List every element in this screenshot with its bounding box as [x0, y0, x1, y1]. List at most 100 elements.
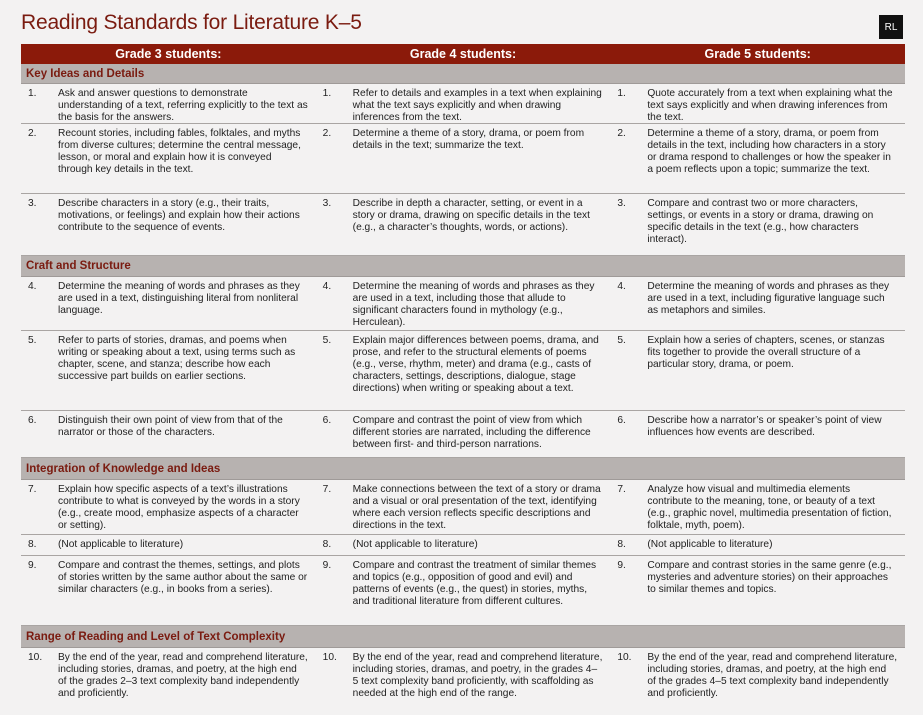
standard-cell-g5: 7. Analyze how visual and multimedia elem…: [610, 480, 905, 534]
column-header-grade-4: Grade 4 students:: [409, 47, 517, 61]
standard-text: Compare and contrast the point of view f…: [352, 415, 591, 450]
standard-text: Recount stories, including fables, folkt…: [58, 128, 301, 175]
standard-cell-g5: 10. By the end of the year, read and comp…: [610, 648, 905, 715]
standard-cell-g4: 3. Describe in depth a character, setting…: [316, 194, 611, 255]
standard-number: 6.: [617, 415, 626, 426]
standard-number: 7.: [617, 484, 626, 495]
standard-cell-g4: 1. Refer to details and examples in a tex…: [316, 84, 611, 123]
standard-cell-g3: 1. Ask and answer questions to demonstrat…: [21, 84, 316, 123]
standard-cell-g5: 8. (Not applicable to literature): [610, 535, 905, 555]
standard-text: Explain how a series of chapters, scenes…: [647, 335, 885, 370]
standard-text: Refer to parts of stories, dramas, and p…: [58, 335, 296, 382]
standard-cell-g4: 10. By the end of the year, read and comp…: [316, 648, 611, 715]
standard-text: By the end of the year, read and compreh…: [58, 652, 308, 699]
standard-text: Ask and answer questions to demonstrate …: [58, 88, 308, 123]
table-row: 3. Describe characters in a story (e.g., …: [21, 194, 905, 256]
standard-cell-g4: 8. (Not applicable to literature): [316, 535, 611, 555]
standard-text: Compare and contrast two or more charact…: [647, 198, 874, 245]
standard-text: Explain major differences between poems,…: [352, 335, 599, 394]
table-row: 5. Refer to parts of stories, dramas, and…: [21, 331, 905, 411]
standard-number: 8.: [617, 539, 626, 550]
standard-text: Quote accurately from a text when explai…: [647, 88, 893, 123]
table-header: Grade 3 students: Grade 4 students: Grad…: [21, 44, 905, 64]
standard-cell-g5: 5. Explain how a series of chapters, scen…: [610, 331, 905, 410]
standard-text: Describe how a narrator’s or speaker’s p…: [647, 415, 882, 438]
standards-table: Grade 3 students: Grade 4 students: Grad…: [21, 44, 905, 715]
standard-number: 2.: [28, 128, 37, 139]
standard-cell-g3: 2. Recount stories, including fables, fol…: [21, 124, 316, 193]
standard-cell-g4: 6. Compare and contrast the point of view…: [316, 411, 611, 457]
standard-cell-g5: 4. Determine the meaning of words and phr…: [610, 277, 905, 330]
section-header: Integration of Knowledge and Ideas: [21, 458, 905, 480]
standard-cell-g3: 10. By the end of the year, read and comp…: [21, 648, 316, 715]
column-header-grade-3: Grade 3 students:: [115, 47, 222, 61]
table-row: 1. Ask and answer questions to demonstrat…: [21, 84, 905, 124]
standard-number: 1.: [617, 88, 626, 99]
standard-cell-g3: 3. Describe characters in a story (e.g., …: [21, 194, 316, 255]
standard-cell-g4: 2. Determine a theme of a story, drama, o…: [316, 124, 611, 193]
standard-number: 3.: [322, 198, 332, 209]
standard-text: Explain how specific aspects of a text’s…: [58, 484, 300, 531]
table-row: 10. By the end of the year, read and comp…: [21, 648, 905, 715]
standard-number: 9.: [322, 560, 332, 571]
standard-number: 9.: [28, 560, 37, 571]
standard-text: Determine the meaning of words and phras…: [352, 281, 595, 328]
standard-cell-g4: 7. Make connections between the text of a…: [316, 480, 611, 534]
standard-cell-g5: 9. Compare and contrast stories in the sa…: [610, 556, 905, 625]
standard-number: 2.: [322, 128, 332, 139]
standard-text: By the end of the year, read and compreh…: [647, 652, 898, 699]
standard-number: 4.: [617, 281, 626, 292]
standard-number: 5.: [28, 335, 37, 346]
standard-number: 10.: [617, 652, 632, 663]
standard-cell-g3: 4. Determine the meaning of words and phr…: [21, 277, 316, 330]
standard-number: 4.: [28, 281, 37, 292]
standard-number: 8.: [322, 539, 332, 550]
standard-number: 3.: [617, 198, 626, 209]
standard-text: By the end of the year, read and compreh…: [352, 652, 603, 699]
table-row: 2. Recount stories, including fables, fol…: [21, 124, 905, 194]
standard-cell-g3: 5. Refer to parts of stories, dramas, and…: [21, 331, 316, 410]
standard-cell-g5: 6. Describe how a narrator’s or speaker’s…: [610, 411, 905, 457]
standard-text: Compare and contrast stories in the same…: [647, 560, 892, 595]
standard-text: (Not applicable to literature): [352, 539, 478, 550]
table-row: 6. Distinguish their own point of view fr…: [21, 411, 905, 458]
standard-number: 6.: [322, 415, 332, 426]
standard-text: Make connections between the text of a s…: [352, 484, 601, 531]
standard-cell-g5: 1. Quote accurately from a text when expl…: [610, 84, 905, 123]
standard-number: 9.: [617, 560, 626, 571]
standard-text: Describe in depth a character, setting, …: [352, 198, 590, 233]
standard-text: (Not applicable to literature): [647, 539, 773, 550]
column-header-grade-5: Grade 5 students:: [704, 47, 811, 61]
section-header: Craft and Structure: [21, 256, 905, 277]
standard-number: 4.: [322, 281, 332, 292]
standard-text: Describe characters in a story (e.g., th…: [58, 198, 300, 233]
standard-text: Determine the meaning of words and phras…: [647, 281, 890, 316]
standard-number: 7.: [28, 484, 37, 495]
standard-text: (Not applicable to literature): [58, 539, 184, 550]
standard-number: 1.: [28, 88, 37, 99]
standard-text: Analyze how visual and multimedia elemen…: [647, 484, 892, 531]
page-title: Reading Standards for Literature K–5: [21, 11, 362, 34]
standard-text: Determine a theme of a story, drama, or …: [647, 128, 891, 175]
table-row: 9. Compare and contrast the themes, setti…: [21, 556, 905, 626]
standard-number: 7.: [322, 484, 332, 495]
table-row: 8. (Not applicable to literature) 8. (Not a…: [21, 535, 905, 556]
standard-number: 10.: [28, 652, 43, 663]
standard-number: 1.: [322, 88, 332, 99]
standard-number: 2.: [617, 128, 626, 139]
standard-cell-g4: 5. Explain major differences between poem…: [316, 331, 611, 410]
table-row: 4. Determine the meaning of words and phr…: [21, 277, 905, 331]
standard-text: Compare and contrast the treatment of si…: [352, 560, 597, 607]
standard-number: 3.: [28, 198, 37, 209]
standard-text: Compare and contrast the themes, setting…: [58, 560, 308, 595]
standard-number: 8.: [28, 539, 37, 550]
standard-cell-g3: 7. Explain how specific aspects of a text…: [21, 480, 316, 534]
standard-cell-g3: 9. Compare and contrast the themes, setti…: [21, 556, 316, 625]
standard-text: Determine the meaning of words and phras…: [58, 281, 300, 316]
standard-text: Determine a theme of a story, drama, or …: [352, 128, 585, 151]
standard-cell-g4: 4. Determine the meaning of words and phr…: [316, 277, 611, 330]
standard-text: Refer to details and examples in a text …: [352, 88, 602, 123]
section-header: Range of Reading and Level of Text Compl…: [21, 626, 905, 648]
standard-number: 5.: [322, 335, 332, 346]
standard-cell-g3: 6. Distinguish their own point of view fr…: [21, 411, 316, 457]
